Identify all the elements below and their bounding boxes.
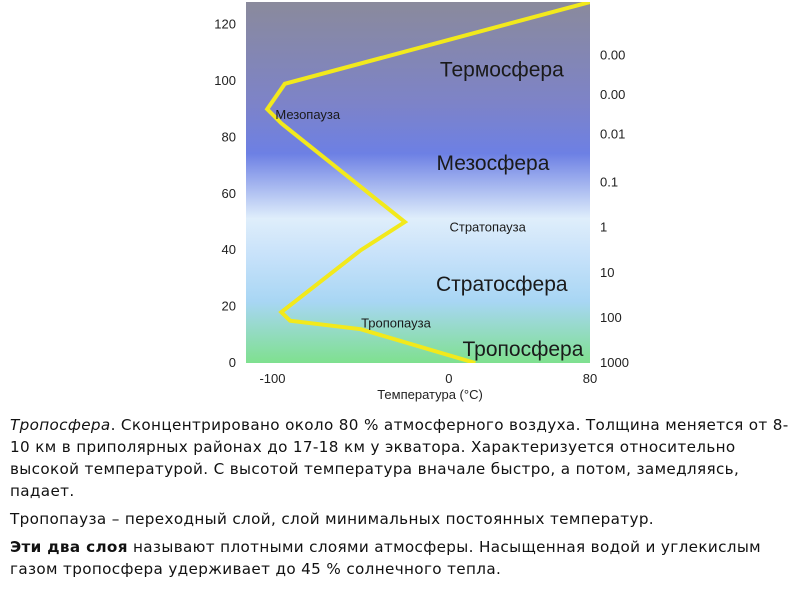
paragraph-troposphere: Тропосфера. Сконцентрировано около 80 % …	[10, 414, 790, 502]
dense-layers-description: называют плотными слоями атмосферы. Насы…	[10, 538, 761, 578]
x-axis-title: Температура (°C)	[377, 387, 483, 402]
pressure-tick-label: 1	[600, 220, 607, 235]
x-tick-label: 0	[445, 371, 452, 386]
layer-label: Стратосфера	[436, 273, 568, 296]
y-tick-label: 120	[214, 17, 236, 32]
term-two-layers: Эти два слоя	[10, 538, 128, 556]
description-text: Тропосфера. Сконцентрировано около 80 % …	[10, 414, 790, 586]
plot-background	[246, 2, 590, 363]
paragraph-dense-layers: Эти два слоя называют плотными слоями ат…	[10, 536, 790, 580]
layer-label: Термосфера	[440, 59, 564, 82]
paragraph-tropopause: Тропопауза – переходный слой, слой миним…	[10, 510, 654, 528]
y-tick-label: 60	[222, 186, 236, 201]
pressure-axis-ticks: 0.00 0.00 0.01 0.1 1 10 100 1000	[600, 48, 629, 370]
pressure-tick-label: 100	[600, 310, 622, 325]
layer-label: Стратопауза	[449, 220, 526, 235]
temperature-profile	[264, 2, 590, 363]
pressure-tick-label: 0.00	[600, 87, 625, 102]
term-troposphere: Тропосфера	[10, 416, 111, 434]
x-tick-label: 80	[583, 371, 597, 386]
y-tick-label: 0	[229, 355, 236, 370]
y-tick-label: 20	[222, 299, 236, 314]
pressure-tick-label: 0.1	[600, 175, 618, 190]
layer-labels: Термосфера Мезопауза Мезосфера Стратопауза С…	[275, 59, 583, 361]
y-tick-label: 100	[214, 73, 236, 88]
temperature-line	[264, 2, 590, 363]
troposphere-description: . Сконцентрировано около 80 % атмосферно…	[10, 416, 789, 500]
pressure-tick-label: 10	[600, 265, 614, 280]
pressure-tick-label: 1000	[600, 355, 629, 370]
atmosphere-temperature-chart: 0 20 40 60 80 100 120 -100 0 80 0.00 0.00 0.01 0.1 1…	[214, 2, 629, 402]
layer-label: Тропопауза	[361, 316, 432, 331]
y-tick-label: 80	[222, 129, 236, 144]
pressure-tick-label: 0.00	[600, 48, 625, 63]
y-tick-label: 40	[222, 242, 236, 257]
x-axis-ticks: -100 0 80	[259, 371, 597, 386]
x-tick-label: -100	[259, 371, 285, 386]
y-axis-ticks: 0 20 40 60 80 100 120	[214, 17, 236, 370]
layer-label: Мезосфера	[437, 152, 550, 175]
layer-label: Тропосфера	[463, 338, 584, 361]
pressure-tick-label: 0.01	[600, 127, 625, 142]
layer-label: Мезопауза	[275, 107, 341, 122]
